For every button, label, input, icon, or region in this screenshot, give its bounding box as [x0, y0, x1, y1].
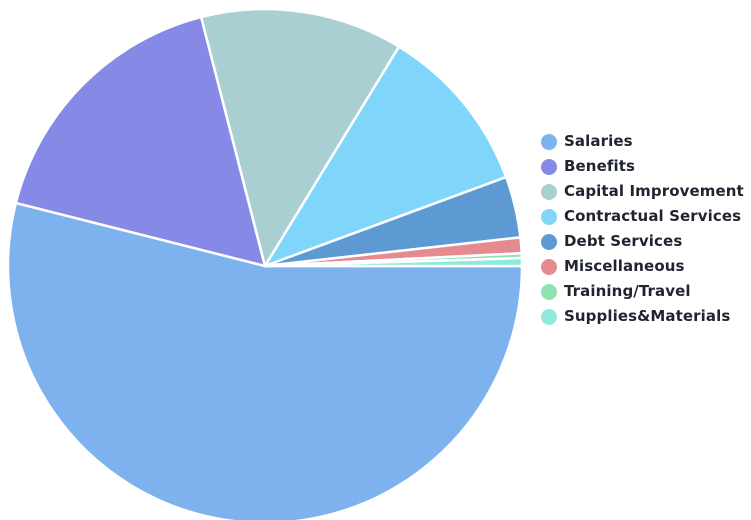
legend-item-capital-improvement[interactable]: Capital Improvement — [541, 181, 749, 201]
legend-swatch — [541, 259, 557, 275]
legend-item-supplies-materials[interactable]: Supplies&Materials — [541, 306, 749, 326]
pie-slice-benefits[interactable] — [14, 15, 267, 268]
legend-item-benefits[interactable]: Benefits — [541, 156, 749, 176]
legend-item-debt-services[interactable]: Debt Services — [541, 231, 749, 251]
legend-swatch — [541, 159, 557, 175]
legend-item-contractual-services[interactable]: Contractual Services — [541, 206, 749, 226]
legend-label: Miscellaneous — [564, 257, 685, 275]
legend-label: Supplies&Materials — [564, 307, 731, 325]
legend-label: Debt Services — [564, 232, 683, 250]
legend-swatch — [541, 134, 557, 150]
legend-label: Salaries — [564, 132, 633, 150]
legend-swatch — [541, 284, 557, 300]
pie-slice-supplies-materials[interactable] — [263, 256, 524, 268]
legend-label: Contractual Services — [564, 207, 742, 225]
legend-swatch — [541, 209, 557, 225]
legend-item-training-travel[interactable]: Training/Travel — [541, 281, 749, 301]
legend-item-salaries[interactable]: Salaries — [541, 131, 749, 151]
legend-label: Benefits — [564, 157, 636, 175]
legend-swatch — [541, 309, 557, 325]
legend-item-miscellaneous[interactable]: Miscellaneous — [541, 256, 749, 276]
legend-label: Capital Improvement — [564, 182, 744, 200]
chart-legend: Salaries Benefits Capital Improvement Contr… — [541, 131, 749, 331]
legend-swatch — [541, 184, 557, 200]
legend-label: Training/Travel — [564, 282, 691, 300]
pie-slice-contractual-services[interactable] — [263, 45, 508, 268]
legend-swatch — [541, 234, 557, 250]
pie-slice-capital-improvement[interactable] — [199, 7, 401, 268]
pie-slice-salaries[interactable] — [6, 201, 524, 520]
